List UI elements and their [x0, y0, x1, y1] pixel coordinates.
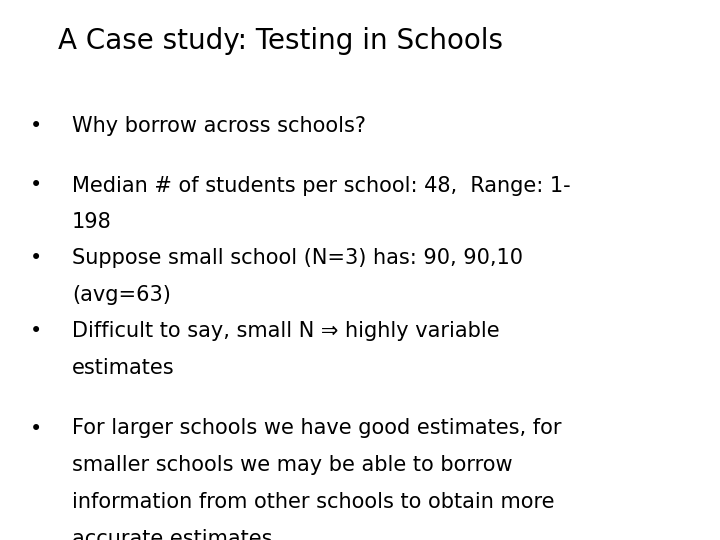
- Text: accurate estimates: accurate estimates: [72, 529, 272, 540]
- Text: For larger schools we have good estimates, for: For larger schools we have good estimate…: [72, 418, 562, 438]
- Text: •: •: [30, 116, 42, 136]
- Text: A Case study: Testing in Schools: A Case study: Testing in Schools: [58, 27, 503, 55]
- Text: smaller schools we may be able to borrow: smaller schools we may be able to borrow: [72, 455, 513, 475]
- Text: •: •: [30, 321, 42, 341]
- Text: •: •: [30, 176, 42, 195]
- Text: 198: 198: [72, 212, 112, 232]
- Text: Why borrow across schools?: Why borrow across schools?: [72, 116, 366, 136]
- Text: Suppose small school (N=3) has: 90, 90,10: Suppose small school (N=3) has: 90, 90,1…: [72, 248, 523, 268]
- Text: Median # of students per school: 48,  Range: 1-: Median # of students per school: 48, Ran…: [72, 176, 571, 195]
- Text: •: •: [30, 418, 42, 438]
- Text: information from other schools to obtain more: information from other schools to obtain…: [72, 492, 554, 512]
- Text: (avg=63): (avg=63): [72, 285, 171, 305]
- Text: Difficult to say, small N ⇒ highly variable: Difficult to say, small N ⇒ highly varia…: [72, 321, 500, 341]
- Text: estimates: estimates: [72, 358, 175, 378]
- Text: •: •: [30, 248, 42, 268]
